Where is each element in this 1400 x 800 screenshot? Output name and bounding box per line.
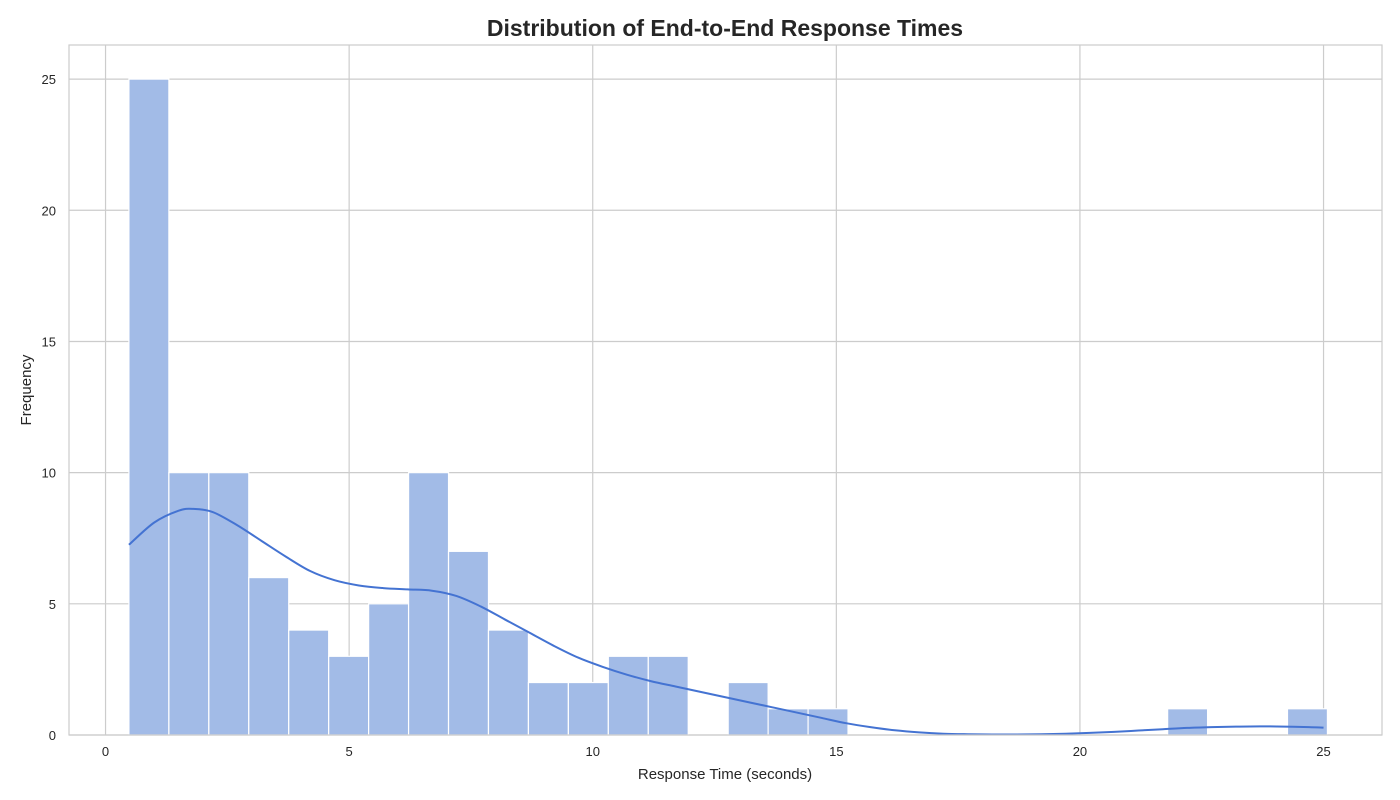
chart-title: Distribution of End-to-End Response Time… — [487, 15, 963, 41]
y-tick-labels: 0 5 10 15 20 25 — [42, 72, 56, 743]
kde-curve — [128, 507, 1324, 736]
x-axis-label: Response Time (seconds) — [638, 766, 812, 783]
histogram-bar — [128, 78, 170, 736]
x-tick-label: 0 — [102, 744, 109, 759]
y-axis-label: Frequency — [18, 354, 35, 425]
histogram-bar — [407, 472, 450, 736]
x-tick-label: 25 — [1316, 744, 1330, 759]
histogram-bar — [727, 681, 769, 736]
histogram-bar — [328, 655, 370, 736]
x-tick-label: 15 — [829, 744, 843, 759]
histogram-bar — [567, 681, 609, 736]
histogram-bars — [128, 78, 1329, 736]
x-tick-label: 10 — [586, 744, 600, 759]
histogram-bar — [368, 603, 410, 736]
plot-frame — [68, 44, 1383, 736]
histogram-bar — [1167, 708, 1209, 736]
histogram-bar — [208, 472, 250, 736]
histogram-bar — [168, 472, 210, 736]
y-tick-label: 25 — [42, 72, 56, 87]
x-tick-label: 5 — [346, 744, 353, 759]
y-tick-label: 5 — [49, 597, 56, 612]
y-tick-label: 10 — [42, 466, 56, 481]
y-tick-label: 0 — [49, 728, 56, 743]
y-tick-label: 20 — [42, 203, 56, 218]
histogram-bar — [527, 681, 569, 736]
histogram-bar — [607, 655, 649, 736]
y-tick-label: 15 — [42, 334, 56, 349]
histogram-bar — [647, 655, 689, 736]
histogram-bar — [487, 629, 530, 736]
x-tick-label: 20 — [1073, 744, 1087, 759]
histogram-bar — [288, 629, 330, 736]
histogram-bar — [447, 550, 490, 736]
histogram-bar — [1286, 708, 1329, 736]
histogram-bar — [248, 576, 290, 736]
x-tick-labels: 0 5 10 15 20 25 — [102, 744, 1331, 759]
